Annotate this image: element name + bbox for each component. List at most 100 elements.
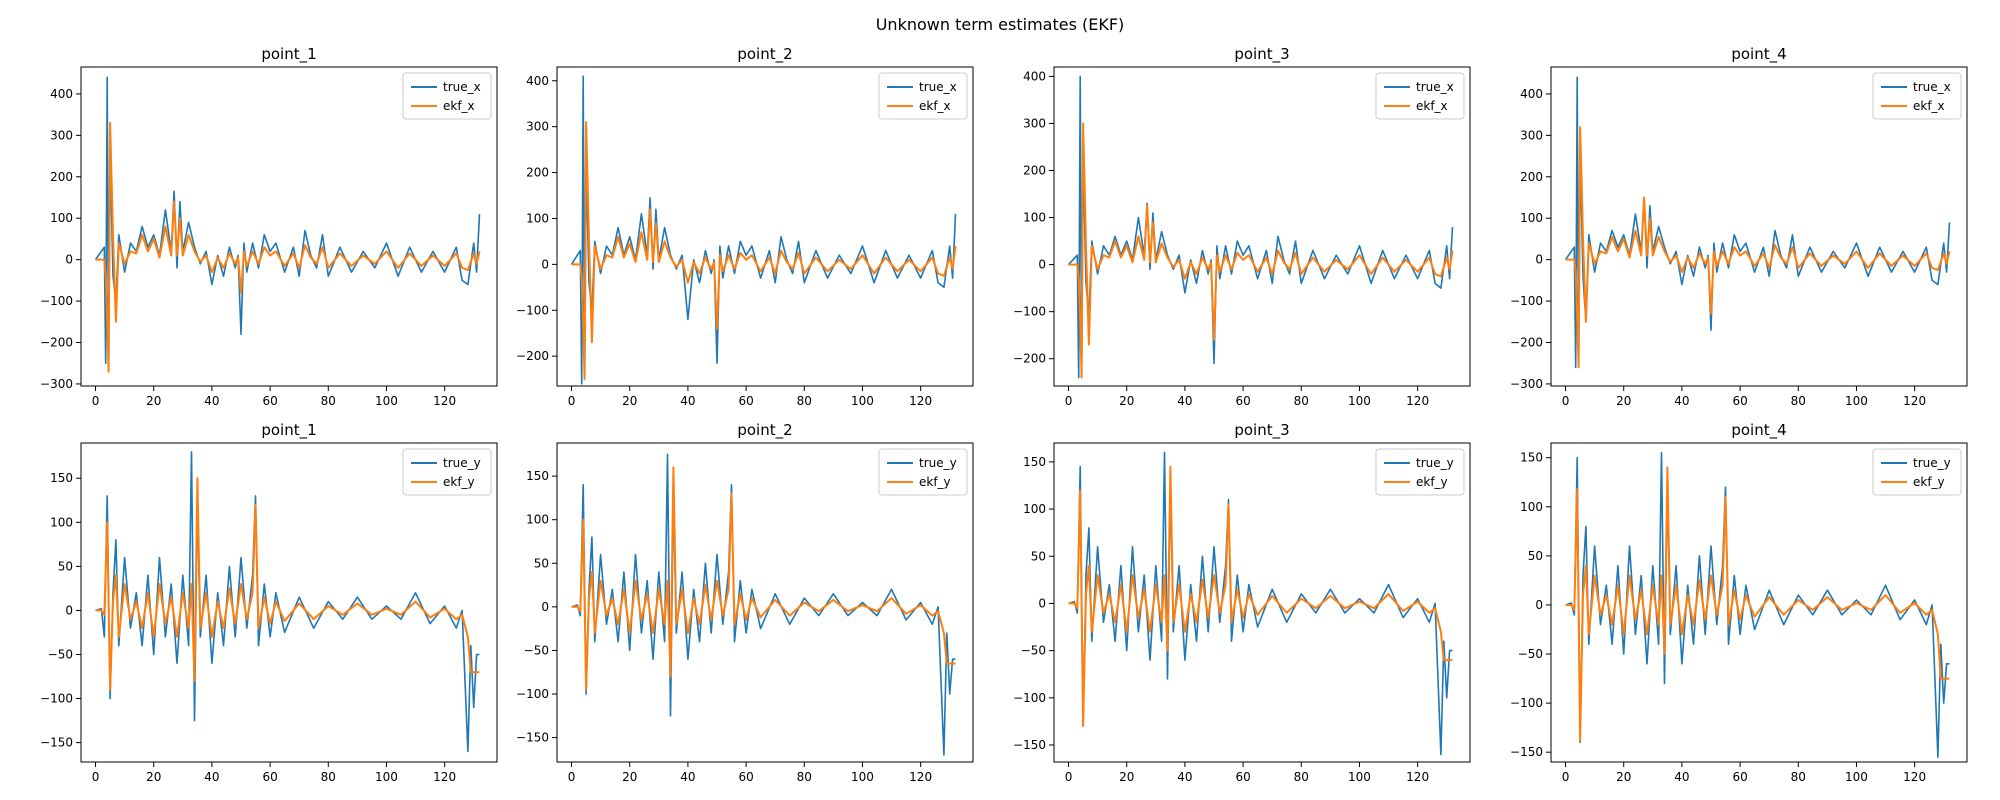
y-tick-label: −50 [524,643,549,657]
legend: true_y ekf_y [402,448,492,496]
y-tick-label: 0 [65,603,73,617]
y-tick-label: 400 [526,74,549,88]
x-tick-label: 60 [262,770,277,784]
y-tick-label: 100 [1023,211,1046,225]
x-tick-label: 20 [622,394,637,408]
x-tick-label: 40 [1177,394,1192,408]
x-tick-label: 20 [1616,394,1631,408]
series-line-true_x [94,76,481,373]
x-tick-label: 40 [680,770,695,784]
y-tick-label: 100 [50,211,73,225]
x-tick-label: 20 [146,394,161,408]
x-tick-label: 100 [1348,770,1371,784]
x-tick-label: 120 [433,394,456,408]
legend-entry: ekf_x [443,99,475,113]
y-tick-label: −100 [516,303,549,317]
subplots-grid: 0 20 40 60 80 100 120−300−200−1000100200300400… [40,45,1968,784]
subplot-point_2-x: 0 20 40 60 80 100 120 −200 −100 0 100 200 300 400 poin… [516,45,974,408]
subplot-title: point_2 [737,421,792,440]
y-tick-label: −100 [1510,696,1543,710]
x-tick-label: 100 [1845,770,1868,784]
x-tick-label: 0 [568,394,576,408]
y-tick-label: 100 [526,513,549,527]
y-tick-label: 100 [1023,502,1046,516]
x-tick-label: 0 [1065,770,1073,784]
axes-frame [1550,66,1968,387]
legend: true_x ekf_x [1375,72,1465,120]
subplot-title: point_3 [1234,421,1289,440]
legend: true_x ekf_x [402,72,492,120]
y-tick-label: 50 [1031,549,1046,563]
axes-frame [1053,442,1471,763]
legend-entry: true_y [919,456,957,470]
legend-entry: true_x [919,80,957,94]
x-tick-label: 40 [1674,770,1689,784]
y-tick-label: 0 [541,257,549,271]
x-tick-label: 60 [262,394,277,408]
x-tick-label: 60 [1732,394,1747,408]
x-tick-label: 80 [1791,394,1806,408]
x-tick-label: 80 [797,770,812,784]
plot-area [557,67,973,386]
subplot-point_2-y: 0 20 40 60 80 100 120 −150 −100 −50 0 50 100 150 point… [516,421,974,784]
y-tick-label: 0 [1535,253,1543,267]
legend-box [1375,448,1465,496]
x-tick-label: 100 [851,394,874,408]
subplot-title: point_4 [1731,421,1786,440]
x-tick-label: 60 [1732,770,1747,784]
y-tick-label: −150 [1510,745,1543,759]
y-tick-label: 50 [58,559,73,573]
x-tick-label: 0 [1562,770,1570,784]
legend-box [878,448,968,496]
legend: true_y ekf_y [1375,448,1465,496]
subplot-title: point_1 [261,45,316,64]
y-tick-label: 0 [1038,596,1046,610]
subplot-point_3-x: 0 20 40 60 80 100 120 −200 −100 0 100 200 300 400 poin… [1013,45,1471,408]
legend-box [1375,72,1465,120]
legend-box [878,72,968,120]
y-tick-label: −150 [516,731,549,745]
x-tick-label: 80 [1294,770,1309,784]
legend-entry: true_y [1416,456,1454,470]
legend-entry: ekf_y [919,475,951,489]
x-tick-label: 80 [321,770,336,784]
series-line-ekf_y [1565,466,1950,742]
legend: true_x ekf_x [878,72,968,120]
x-tick-label: 40 [1177,770,1192,784]
series-line-ekf_x [1565,126,1951,369]
x-tick-label: 60 [1235,770,1250,784]
series-line-ekf_y [571,466,956,691]
subplot-title: point_4 [1731,45,1786,64]
legend: true_y ekf_y [1872,448,1962,496]
legend-entry: ekf_x [919,99,951,113]
y-tick-label: 100 [526,211,549,225]
x-tick-label: 120 [1903,770,1926,784]
x-tick-label: 20 [1119,770,1134,784]
x-tick-label: 20 [1616,770,1631,784]
y-tick-label: −50 [48,647,73,661]
y-tick-label: 200 [1023,164,1046,178]
legend-entry: true_y [443,456,481,470]
y-tick-label: 300 [1023,116,1046,130]
series-line-ekf_x [1068,122,1454,379]
y-tick-label: 100 [1520,211,1543,225]
x-tick-label: 60 [738,770,753,784]
x-tick-label: 40 [204,770,219,784]
y-tick-label: 300 [1520,128,1543,142]
x-tick-label: 80 [1791,770,1806,784]
axes-frame [556,442,974,763]
y-tick-label: 0 [65,253,73,267]
x-tick-label: 60 [1235,394,1250,408]
y-tick-label: −300 [1510,377,1543,391]
legend-entry: true_y [1913,456,1951,470]
y-tick-label: −200 [1510,336,1543,350]
series-line-true_x [1564,76,1951,369]
plot-area [1054,67,1470,386]
y-tick-label: 200 [526,166,549,180]
x-tick-label: 0 [568,770,576,784]
x-tick-label: 80 [321,394,336,408]
x-tick-label: 40 [204,394,219,408]
legend: true_x ekf_x [1872,72,1962,120]
subplot-title: point_1 [261,421,316,440]
x-tick-label: 80 [1294,394,1309,408]
